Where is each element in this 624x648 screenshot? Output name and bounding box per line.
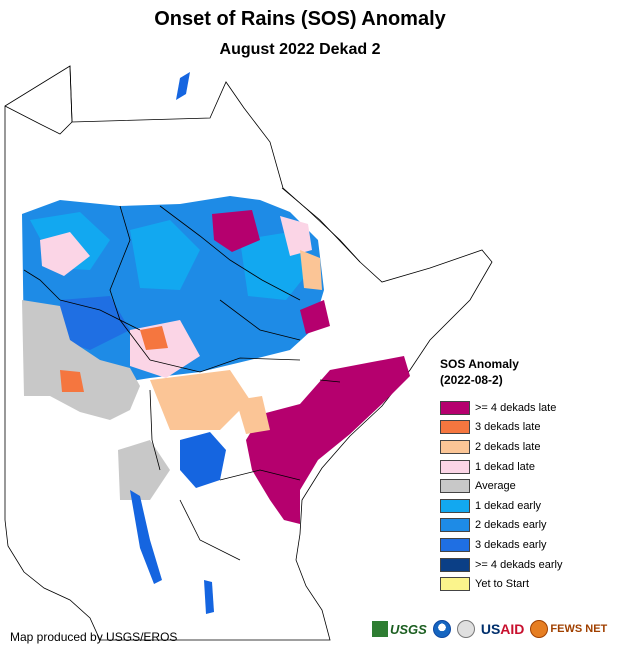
usaid-logo: US AID [480,621,525,637]
legend: SOS Anomaly (2022-08-2) >= 4 dekads late… [440,356,620,594]
legend-label: 2 dekads late [475,440,541,453]
logo-strip: USGS US AID FEWS NET [372,616,607,642]
fews-net-logo: FEWS NET [530,620,607,638]
legend-swatch [440,518,470,533]
legend-label: Average [475,480,516,493]
legend-swatch [440,577,470,592]
legend-swatch [440,498,470,513]
legend-item: >= 4 dekads early [440,555,620,575]
usgs-logo: USGS [372,621,427,637]
legend-label: 3 dekads early [475,538,547,551]
legend-list: >= 4 dekads late 3 dekads late 2 dekads la… [440,398,620,594]
legend-item: 3 dekads early [440,535,620,555]
legend-item: 1 dekad late [440,457,620,477]
anomaly-zone-average [22,300,140,420]
legend-item: 1 dekad early [440,496,620,516]
fews-net-icon [530,620,549,638]
legend-item: Yet to Start [440,574,620,594]
legend-label: >= 4 dekads early [475,558,563,571]
anomaly-zone-late [212,210,260,252]
legend-swatch [440,557,470,572]
legend-item: >= 4 dekads late [440,398,620,418]
nasa-seal-icon [456,620,475,638]
legend-label: Yet to Start [475,578,530,591]
legend-item: 2 dekads late [440,437,620,457]
legend-date: (2022-08-2) [440,373,503,387]
legend-swatch [440,439,470,454]
legend-title: SOS Anomaly [440,357,519,371]
legend-label: >= 4 dekads late [475,401,557,414]
map-credit: Map produced by USGS/EROS [10,630,178,644]
usgs-icon [372,621,388,637]
legend-item: Average [440,476,620,496]
legend-item: 2 dekads early [440,516,620,536]
legend-swatch [440,537,470,552]
lake-tanganyika [130,490,162,584]
legend-label: 3 dekads late [475,421,541,434]
legend-label: 2 dekads early [475,519,547,532]
legend-label: 1 dekad early [475,499,542,512]
noaa-logo-icon [432,620,451,638]
legend-item: 3 dekads late [440,418,620,438]
legend-swatch [440,479,470,494]
legend-label: 1 dekad late [475,460,535,473]
legend-swatch [440,420,470,435]
legend-swatch [440,459,470,474]
map-title: Onset of Rains (SOS) Anomaly [154,8,446,30]
lake-malawi [204,580,214,614]
map-subtitle: August 2022 Dekad 2 [219,41,381,58]
legend-swatch [440,400,470,415]
lake-victoria [180,432,226,488]
